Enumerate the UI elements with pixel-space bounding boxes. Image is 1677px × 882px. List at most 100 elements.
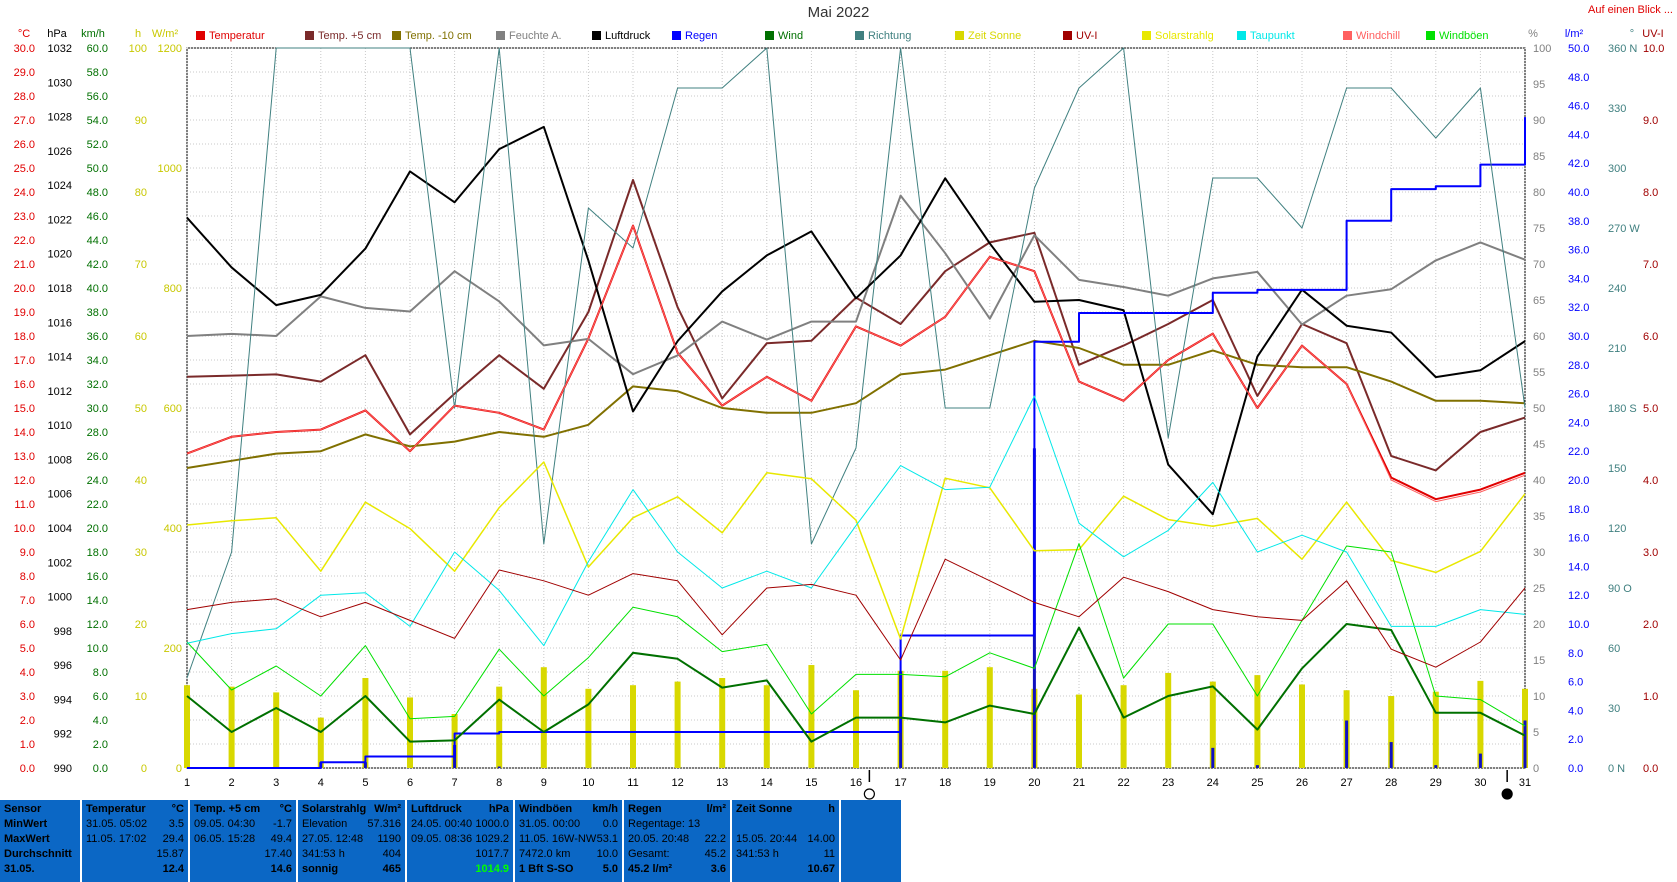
axis-tick-solar: 600	[164, 403, 182, 415]
axis-tick-solar: 0	[176, 763, 182, 775]
axis-tick-temp: 13.0	[14, 451, 35, 463]
stats-value: 3.5	[168, 818, 184, 830]
x-tick-label: 7	[452, 777, 458, 789]
axis-tick-temp: 22.0	[14, 235, 35, 247]
axis-tick-solar: 200	[164, 643, 182, 655]
axis-tick-direction: 240	[1608, 283, 1626, 295]
axis-tick-pressure: 992	[54, 729, 72, 741]
legend-swatch	[592, 31, 601, 40]
axis-tick-temp: 11.0	[14, 499, 35, 511]
axis-tick-sun_hours: 40	[135, 475, 147, 487]
stats-value: 15.87	[156, 848, 184, 860]
axis-tick-temp: 6.0	[20, 619, 35, 631]
legend-label: Richtung	[868, 30, 912, 42]
axis-tick-percent: 30	[1533, 547, 1545, 559]
axis-tick-rain: 16.0	[1568, 533, 1589, 545]
stats-value: 11	[823, 848, 835, 860]
x-tick-label: 14	[761, 777, 773, 789]
bar-regen-tag-	[1523, 720, 1527, 768]
stats-value: °C	[279, 803, 292, 815]
axis-tick-percent: 40	[1533, 475, 1545, 487]
axis-tick-uv: 5.0	[1643, 403, 1658, 415]
axis-tick-sun_hours: 100	[129, 43, 147, 55]
axis-tick-percent: 100	[1533, 43, 1551, 55]
x-tick-label: 1	[184, 777, 190, 789]
axis-tick-percent: 80	[1533, 187, 1545, 199]
axis-tick-temp: 10.0	[14, 523, 35, 535]
axis-tick-rain: 22.0	[1568, 446, 1589, 458]
legend-item-12: Windchill	[1343, 30, 1400, 42]
axis-tick-temp: 19.0	[14, 307, 35, 319]
axis-tick-wind: 38.0	[87, 307, 108, 319]
bar-zeit-sonne	[317, 717, 324, 768]
legend-item-9: UV-I	[1063, 30, 1097, 42]
bar-zeit-sonne	[1209, 681, 1216, 768]
legend-label: Luftdruck	[605, 30, 651, 42]
axis-tick-temp: 8.0	[20, 571, 35, 583]
axis-tick-percent: 75	[1533, 223, 1545, 235]
axis-tick-rain: 26.0	[1568, 389, 1589, 401]
axis-tick-direction: 120	[1608, 523, 1626, 535]
stats-value: 57.316	[367, 818, 401, 830]
stats-label: 31.05. 05:02	[86, 818, 148, 830]
x-tick-label: 18	[939, 777, 951, 789]
stats-row: 27.05. 12:48 1190	[302, 832, 401, 847]
stats-row: 11.05. 17:02 29.4	[86, 832, 184, 847]
stats-label: Gesamt:	[628, 848, 670, 860]
stats-value: -1.7	[273, 818, 292, 830]
stats-value: km/h	[592, 803, 618, 815]
axis-tick-wind: 42.0	[87, 259, 108, 271]
axis-tick-wind: 26.0	[87, 451, 108, 463]
axis-tick-rain: 50.0	[1568, 43, 1589, 55]
bar-zeit-sonne	[853, 690, 859, 768]
axis-tick-uv: 7.0	[1643, 259, 1658, 271]
x-tick-label: 6	[407, 777, 413, 789]
stats-row	[736, 817, 835, 832]
stats-row: 10.67	[736, 862, 835, 877]
stats-label: MinWert	[4, 818, 48, 830]
axis-tick-pressure: 1014	[48, 352, 72, 364]
stats-row: MinWert	[4, 817, 76, 832]
bar-zeit-sonne	[1388, 696, 1395, 768]
legend-label: Solarstrahlg	[1155, 30, 1214, 42]
x-tick-label: 15	[805, 777, 817, 789]
axis-tick-wind: 8.0	[93, 667, 108, 679]
axis-tick-percent: 10	[1533, 691, 1545, 703]
stats-row: MaxWert	[4, 832, 76, 847]
legend-label: Wind	[778, 30, 804, 42]
axis-tick-pressure: 1028	[48, 112, 72, 124]
stats-row: 12.4	[86, 862, 184, 877]
stats-value: 1014.9	[475, 863, 509, 875]
x-tick-label: 4	[318, 777, 324, 789]
axis-tick-percent: 65	[1533, 295, 1545, 307]
bar-zeit-sonne	[1165, 672, 1172, 768]
axis-tick-wind: 0.0	[93, 763, 108, 775]
axis-tick-rain: 8.0	[1568, 648, 1583, 660]
axis-tick-temp: 24.0	[14, 187, 35, 199]
stats-label: Zeit Sonne	[736, 803, 793, 815]
overview-link[interactable]: Auf einen Blick ...	[1588, 4, 1673, 16]
axis-tick-percent: 55	[1533, 367, 1545, 379]
stats-label: Temp. +5 cm	[194, 803, 261, 815]
axis-tick-temp: 27.0	[14, 115, 35, 127]
weather-chart: 30.029.028.027.026.025.024.023.022.021.0…	[14, 28, 1664, 800]
axis-tick-direction: 210	[1608, 343, 1626, 355]
stats-label: 45.2 l/m²	[628, 863, 673, 875]
stats-label: 06.05. 15:28	[194, 833, 256, 845]
stats-label: 31.05.	[4, 863, 35, 875]
stats-row: 15.05. 20:44 14.00	[736, 832, 835, 847]
new-moon-icon	[1501, 788, 1513, 800]
axis-tick-uv: 9.0	[1643, 115, 1658, 127]
axis-tick-temp: 23.0	[14, 211, 35, 223]
axis-tick-rain: 10.0	[1568, 619, 1589, 631]
stats-row: 15.87	[86, 847, 184, 862]
legend-label: Windchill	[1356, 30, 1401, 42]
stats-row: 06.05. 15:28 49.4	[194, 832, 292, 847]
axis-tick-wind: 14.0	[87, 595, 108, 607]
bar-zeit-sonne	[228, 686, 235, 768]
stats-value: 22.2	[704, 833, 726, 845]
axis-tick-wind: 12.0	[87, 619, 108, 631]
legend-item-7: Richtung	[855, 30, 911, 42]
stats-row: 14.6	[194, 862, 292, 877]
stats-value: 1017.7	[475, 848, 509, 860]
